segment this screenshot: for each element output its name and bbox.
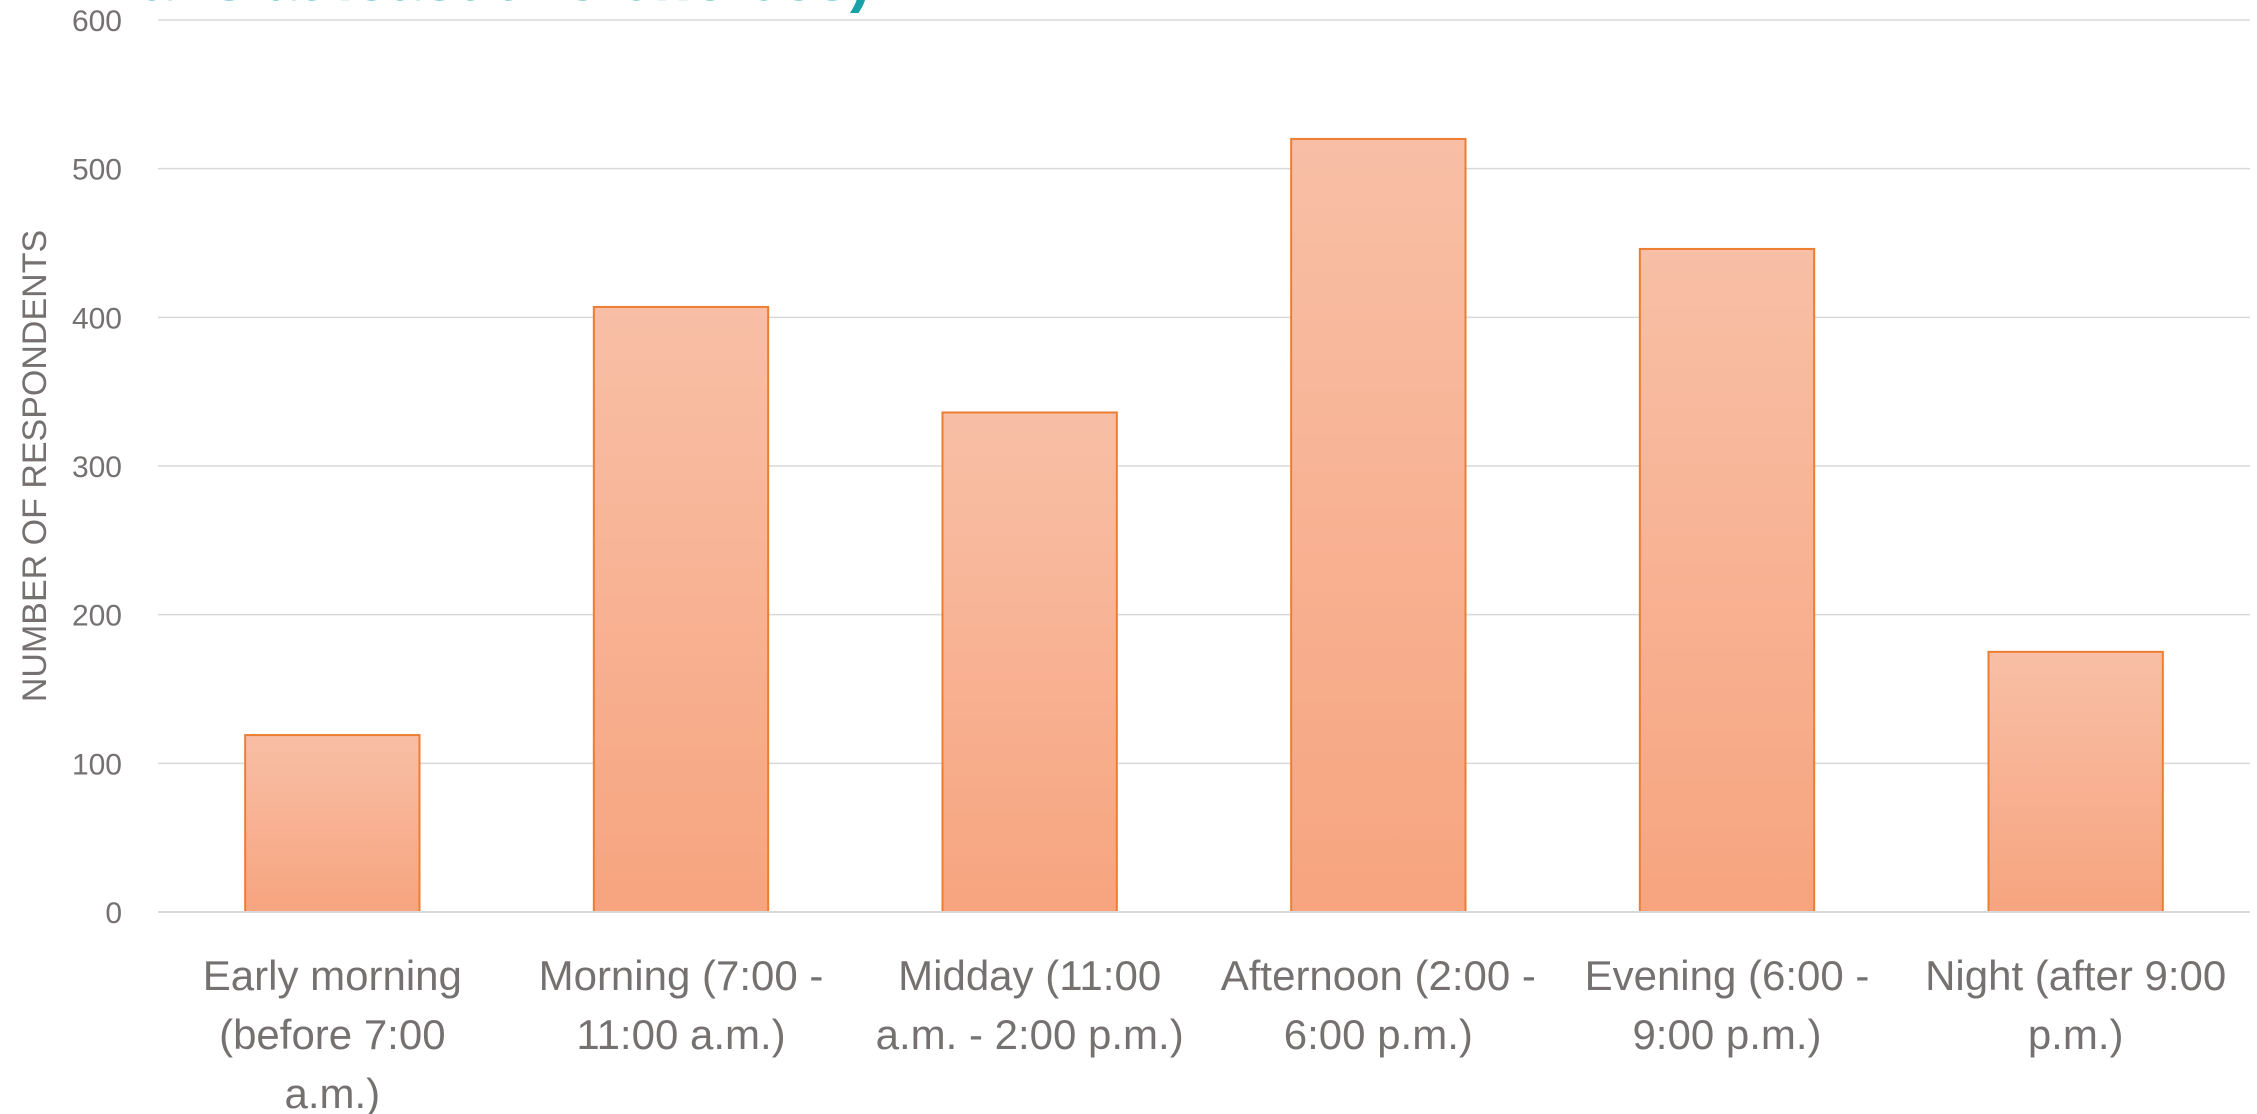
bar-3 [941, 411, 1118, 913]
x-category-label-line: (before 7:00 [219, 1011, 446, 1058]
bar-5 [1638, 247, 1816, 914]
x-category-label-line: 11:00 a.m.) [576, 1011, 785, 1058]
y-tick-label-500: 500 [72, 154, 122, 187]
x-category-label-1: Early morning (before 7:00 a.m.) [203, 952, 462, 1114]
y-tick-label-300: 300 [72, 451, 122, 484]
x-category-label-line: 6:00 p.m.) [1284, 1011, 1473, 1058]
x-category-label-6: Night (after 9:00 p.m.) [1925, 952, 2226, 1058]
x-category-label-2: Morning (7:00 - 11:00 a.m.) [539, 952, 824, 1058]
bar-4 [1290, 137, 1467, 913]
x-category-label-line: a.m. - 2:00 p.m.) [876, 1011, 1184, 1058]
y-tick-label-100: 100 [72, 748, 122, 781]
bar-2 [592, 305, 770, 913]
x-category-label-line: 9:00 p.m.) [1632, 1011, 1821, 1058]
x-category-label-line: Early morning [203, 952, 462, 999]
bar-6 [1987, 650, 2164, 913]
x-category-label-3: Midday (11:00 a.m. - 2:00 p.m.) [876, 952, 1184, 1058]
chart-title-fragment: ans at least two choices). [140, 0, 888, 14]
gridlines [158, 19, 2250, 765]
x-category-label-line: Evening (6:00 - [1585, 952, 1870, 999]
x-category-label-line: p.m.) [2028, 1011, 2124, 1058]
y-axis-title: NUMBER OF RESPONDENTS [16, 230, 54, 702]
bars [244, 137, 2164, 914]
y-tick-label-600: 600 [72, 5, 122, 38]
bar-1 [244, 734, 421, 913]
y-tick-label-0: 0 [105, 897, 122, 930]
y-tick-label-400: 400 [72, 302, 122, 335]
x-category-label-4: Afternoon (2:00 - 6:00 p.m.) [1221, 952, 1536, 1058]
x-category-label-line: Midday (11:00 [898, 952, 1161, 999]
x-category-label-line: Night (after 9:00 [1925, 952, 2226, 999]
x-category-label-line: Afternoon (2:00 - [1221, 952, 1536, 999]
x-category-label-5: Evening (6:00 - 9:00 p.m.) [1585, 952, 1870, 1058]
x-axis-category-labels: Early morning (before 7:00 a.m.) Morning (7… [203, 952, 2226, 1114]
x-category-label-line: a.m.) [284, 1070, 380, 1114]
x-category-label-line: Morning (7:00 - [539, 952, 824, 999]
y-axis-ticks: 0 100 200 300 400 500 600 [72, 5, 122, 930]
y-tick-label-200: 200 [72, 600, 122, 633]
